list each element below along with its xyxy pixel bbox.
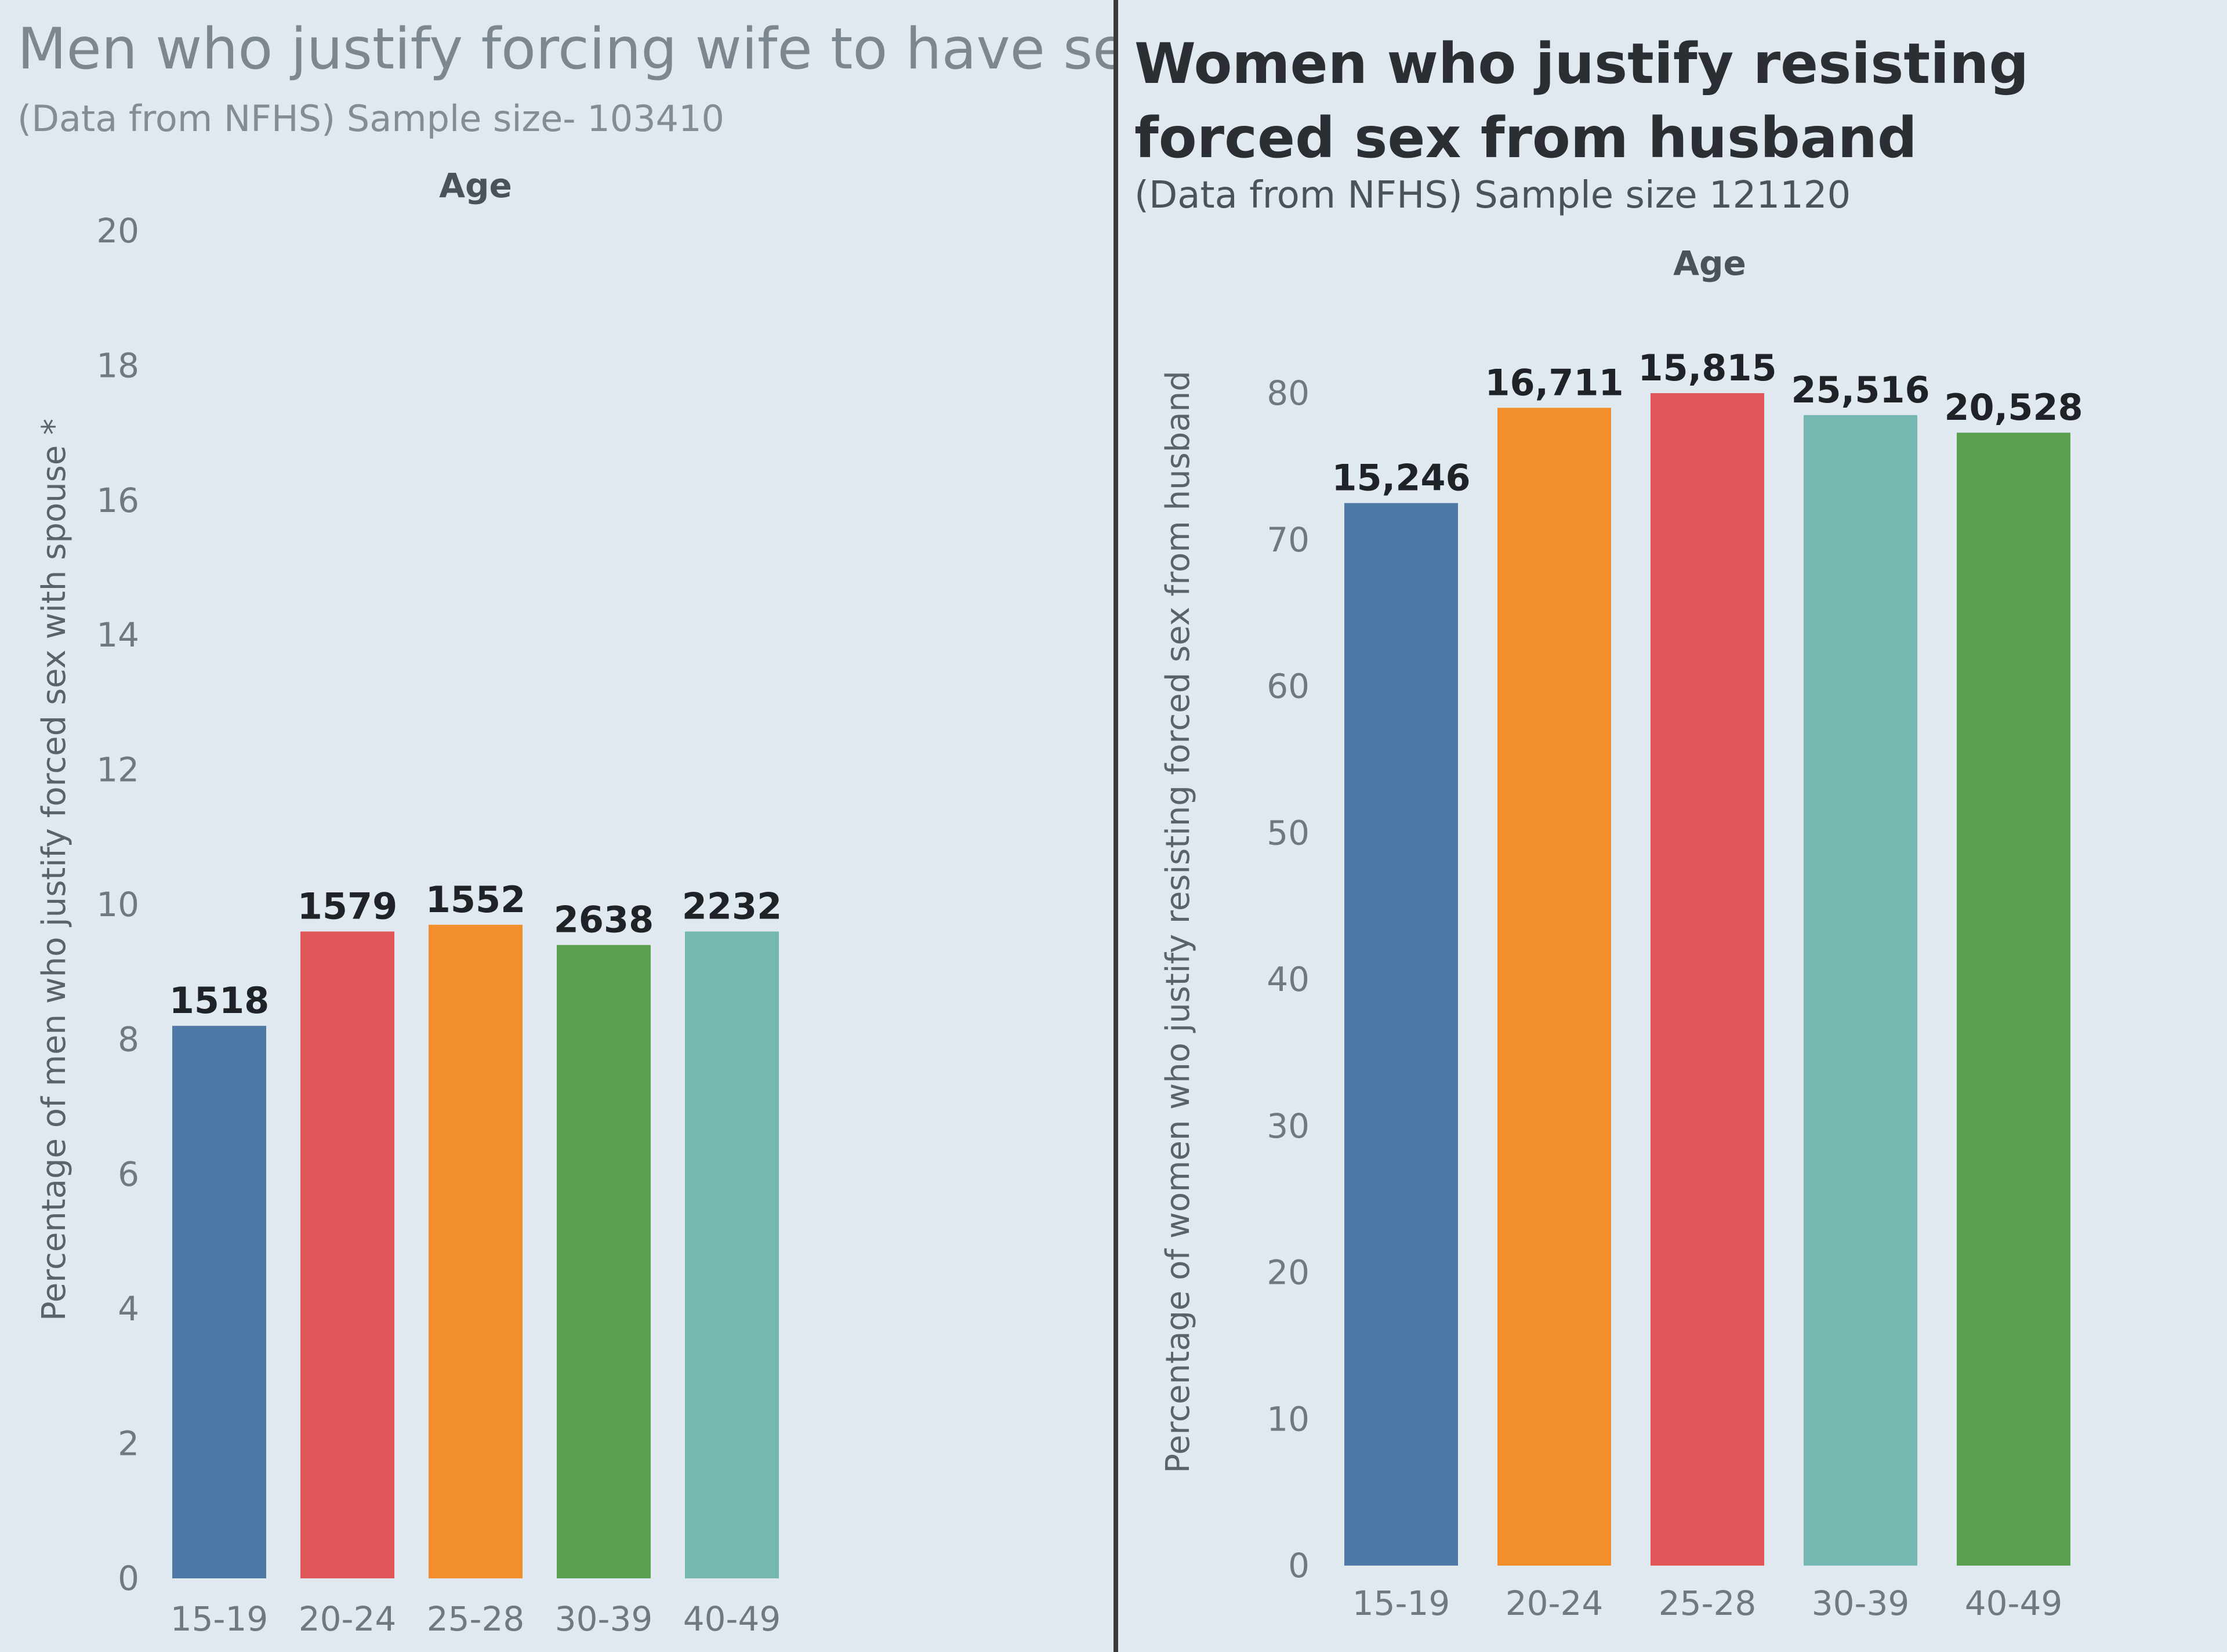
bar-15-19 [172,1026,266,1578]
x-axis-title: Age [1673,244,1746,283]
y-tick-label: 12 [96,750,139,790]
x-tick-label: 40-49 [683,1599,781,1639]
bar-15-19 [1344,503,1458,1566]
x-axis-title: Age [439,166,512,205]
bar-data-label: 20,528 [1944,386,2083,429]
bar-40-49 [685,931,779,1578]
y-tick-label: 80 [1267,373,1310,413]
x-tick-label: 30-39 [555,1599,653,1639]
y-tick-label: 6 [118,1154,139,1194]
y-tick-label: 16 [96,481,139,520]
men-chart-panel: Men who justify forcing wife to have sex… [0,0,1160,1652]
y-tick-label: 18 [96,346,139,385]
men-chart: Age 0 2 4 6 8 10 12 14 16 18 20 Percentage of men wh… [35,166,782,1639]
bar-data-label: 1552 [426,878,526,921]
y-tick-label: 20 [1267,1253,1310,1292]
y-tick-label: 60 [1267,667,1310,706]
bar-30-39 [1804,415,1917,1566]
x-tick-label: 15-19 [171,1599,269,1639]
y-tick-label: 0 [1288,1546,1310,1585]
bar-40-49 [1957,433,2070,1566]
bar-30-39 [557,945,651,1578]
y-tick-label: 4 [118,1289,139,1328]
bar-data-label: 16,711 [1485,361,1623,404]
women-chart: Age 0 10 20 30 40 50 60 70 80 Percentage of women … [1159,244,2083,1623]
x-tick-label: 30-39 [1812,1584,1910,1623]
bar-20-24 [1497,408,1611,1566]
y-axis-title: Percentage of men who justify forced sex… [35,419,73,1321]
bar-25-28 [1651,393,1764,1566]
bar-data-label: 1518 [169,979,270,1022]
men-chart-title: Men who justify forcing wife to have sex [17,16,1160,82]
y-axis-title-marker: * [35,419,73,445]
y-tick-label: 70 [1267,520,1310,560]
bar-data-label: 15,246 [1332,457,1470,499]
women-chart-title: Women who justify resisting forced sex f… [1134,31,2029,170]
x-tick-label: 40-49 [1965,1584,2063,1623]
y-tick-label: 14 [96,615,139,655]
y-tick-label: 40 [1267,960,1310,999]
bar-data-label: 25,516 [1791,369,1929,411]
x-tick-label: 25-28 [1659,1584,1757,1623]
y-tick-label: 30 [1267,1106,1310,1146]
bar-data-label: 1579 [298,885,398,927]
y-tick-label: 0 [118,1559,139,1598]
y-tick-label: 2 [118,1424,139,1464]
bar-data-label: 15,815 [1638,347,1776,389]
bar-25-28 [429,924,523,1578]
y-tick-label: 20 [96,211,139,250]
men-chart-subtitle: (Data from NFHS) Sample size- 103410 [17,97,724,140]
x-tick-label: 25-28 [427,1599,525,1639]
panel-divider [1114,0,1118,1652]
x-tick-label: 15-19 [1352,1584,1450,1623]
y-tick-label: 8 [118,1019,139,1059]
bar-data-label: 2638 [554,899,654,941]
x-tick-label: 20-24 [299,1599,397,1639]
bar-20-24 [300,931,394,1578]
bar-data-label: 2232 [682,885,782,927]
y-tick-label: 10 [1267,1399,1310,1439]
y-tick-label: 50 [1267,813,1310,852]
y-tick-label: 10 [96,885,139,924]
women-chart-subtitle: (Data from NFHS) Sample size 121120 [1134,174,1851,217]
women-chart-panel: Women who justify resisting forced sex f… [1118,0,2227,1652]
y-axis-title: Percentage of women who justify resistin… [1159,371,1197,1473]
x-tick-label: 20-24 [1506,1584,1604,1623]
